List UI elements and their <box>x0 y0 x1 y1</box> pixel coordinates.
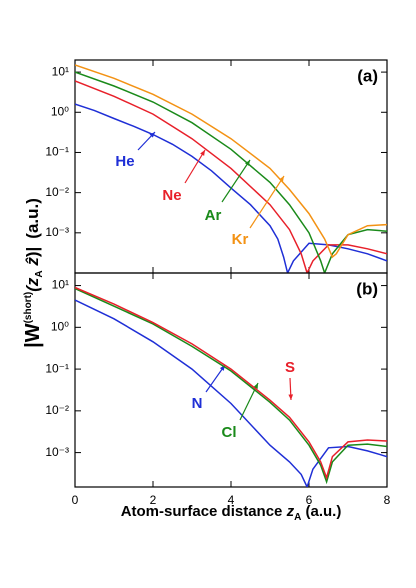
y-axis-label-part: (a.u.) <box>23 198 42 239</box>
y-tick-label: 10¹ <box>52 278 69 292</box>
arrow-head <box>149 132 155 138</box>
y-tick-label: 10⁻³ <box>45 225 69 239</box>
y-axis-label-part: A <box>34 270 45 277</box>
x-tick-label: 4 <box>228 493 235 507</box>
series-label: Cl <box>222 424 237 441</box>
x-tick-label: 8 <box>384 493 391 507</box>
panel-label: (b) <box>356 279 378 298</box>
y-tick-label: 10⁻² <box>45 185 69 199</box>
y-axis-label-part: ẑ <box>23 257 42 271</box>
x-axis-label-part: (a.u.) <box>301 503 341 520</box>
x-tick-label: 6 <box>306 493 313 507</box>
y-tick-label: 10⁰ <box>51 319 69 333</box>
y-axis-label-part: )| <box>23 247 42 257</box>
label-arrow <box>249 175 285 229</box>
arrow-head <box>200 150 205 156</box>
x-tick-label: 2 <box>150 493 157 507</box>
series-label: N <box>192 395 203 412</box>
y-tick-label: 10¹ <box>52 64 69 78</box>
x-axis-label-part: Atom-surface distance <box>121 503 287 520</box>
series-line <box>75 103 387 273</box>
series-line <box>75 287 387 485</box>
arrow-head <box>244 160 250 166</box>
y-tick-label: 10⁻¹ <box>45 361 69 375</box>
y-tick-label: 10⁻² <box>45 403 69 417</box>
x-axis-label-part: A <box>294 512 301 523</box>
y-axis-label-part: (z <box>23 277 42 292</box>
panel-label: (a) <box>357 66 378 85</box>
label-arrow <box>221 159 251 203</box>
x-axis-label-part: z <box>286 503 295 520</box>
y-tick-label: 10⁻³ <box>45 445 69 459</box>
series-line <box>75 64 387 259</box>
series-line <box>75 286 387 481</box>
label-arrow <box>184 149 206 184</box>
series-label: Kr <box>232 231 249 248</box>
series-label: He <box>115 153 134 170</box>
plot-frame <box>74 272 388 488</box>
series-line <box>75 80 387 273</box>
y-tick-label: 10⁻¹ <box>45 145 69 159</box>
y-tick-label: 10⁰ <box>51 104 69 118</box>
series-label: S <box>285 359 295 376</box>
series-line <box>75 299 387 487</box>
series-label: Ne <box>162 187 181 204</box>
arrow-head <box>288 394 294 400</box>
series-label: Ar <box>205 207 222 224</box>
arrow-head <box>279 176 284 182</box>
y-axis-label: |W(short)(zA ẑ)| (a.u.) <box>22 198 45 348</box>
y-axis-label-part: |W <box>22 323 44 348</box>
x-tick-label: 0 <box>72 493 79 507</box>
y-axis-label-part: (short) <box>23 292 34 324</box>
x-axis-label: Atom-surface distance zA (a.u.) <box>121 503 342 523</box>
